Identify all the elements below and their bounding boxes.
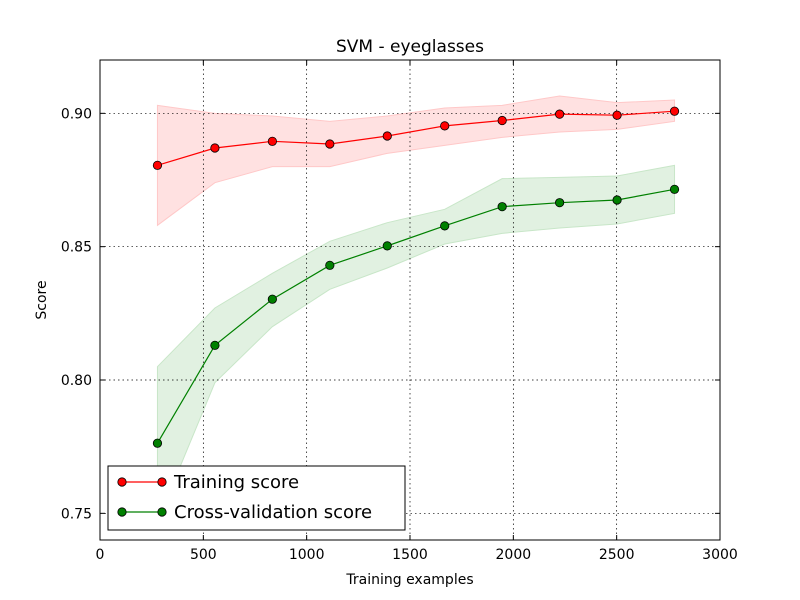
series-1-point-0 bbox=[152, 438, 163, 448]
legend-box bbox=[107, 465, 406, 531]
series-0-point-3 bbox=[325, 139, 335, 149]
series-1-confidence-band bbox=[156, 164, 676, 522]
x-tick-label: 1000 bbox=[289, 547, 325, 563]
series-0-point-8 bbox=[612, 110, 622, 120]
series-0-point-0 bbox=[152, 160, 163, 170]
x-tick-label: 500 bbox=[190, 547, 217, 563]
series-0-point-7 bbox=[555, 109, 565, 119]
legend-label: Training score bbox=[173, 472, 299, 493]
legend: Training score Cross-validation score bbox=[107, 465, 406, 531]
series-0-point-1 bbox=[210, 143, 220, 153]
x-tick-label: 2000 bbox=[496, 547, 532, 563]
x-tick-label: 2500 bbox=[599, 547, 635, 563]
y-tick-label: 0.80 bbox=[61, 373, 92, 389]
series-0-point-4 bbox=[382, 131, 392, 141]
x-tick-label: 1500 bbox=[392, 547, 428, 563]
series-1-line bbox=[156, 188, 675, 444]
series-1-point-4 bbox=[382, 241, 392, 251]
series-1-point-1 bbox=[210, 340, 220, 350]
legend-marker-left-0 bbox=[117, 477, 127, 487]
y-tick-label: 0.90 bbox=[61, 106, 92, 122]
series-1-point-5 bbox=[440, 221, 450, 231]
series-1-point-2 bbox=[267, 294, 277, 304]
series-1-point-8 bbox=[612, 195, 622, 205]
x-axis-title: Training examples bbox=[345, 572, 473, 588]
series-0-confidence-band bbox=[156, 95, 676, 227]
x-tick-label: 3000 bbox=[702, 547, 738, 563]
plot-area: 0 500 1000 1500 2000 2500 3000 0.75 0.80 0.85 0.90 bbox=[61, 59, 738, 563]
chart-title: SVM - eyeglasses bbox=[336, 37, 484, 57]
series-0-line bbox=[157, 110, 675, 166]
series-1-point-3 bbox=[325, 260, 335, 270]
series-0-point-9 bbox=[669, 106, 680, 116]
legend-label: Cross-validation score bbox=[174, 502, 372, 523]
y-axis-title: Score bbox=[34, 280, 50, 319]
legend-marker-left-1 bbox=[117, 507, 127, 517]
series-1-point-6 bbox=[497, 202, 507, 212]
x-tick-label: 0 bbox=[96, 547, 105, 563]
legend-marker-right-1 bbox=[157, 507, 167, 517]
y-tick-label: 0.75 bbox=[61, 506, 92, 522]
series-0-point-5 bbox=[440, 121, 450, 131]
legend-marker-right-0 bbox=[157, 477, 167, 487]
series-0-point-6 bbox=[497, 115, 507, 126]
series-0-point-2 bbox=[267, 136, 277, 146]
y-tick-label: 0.85 bbox=[61, 240, 92, 256]
series-1-point-7 bbox=[555, 198, 565, 208]
series-1-point-9 bbox=[669, 184, 680, 194]
